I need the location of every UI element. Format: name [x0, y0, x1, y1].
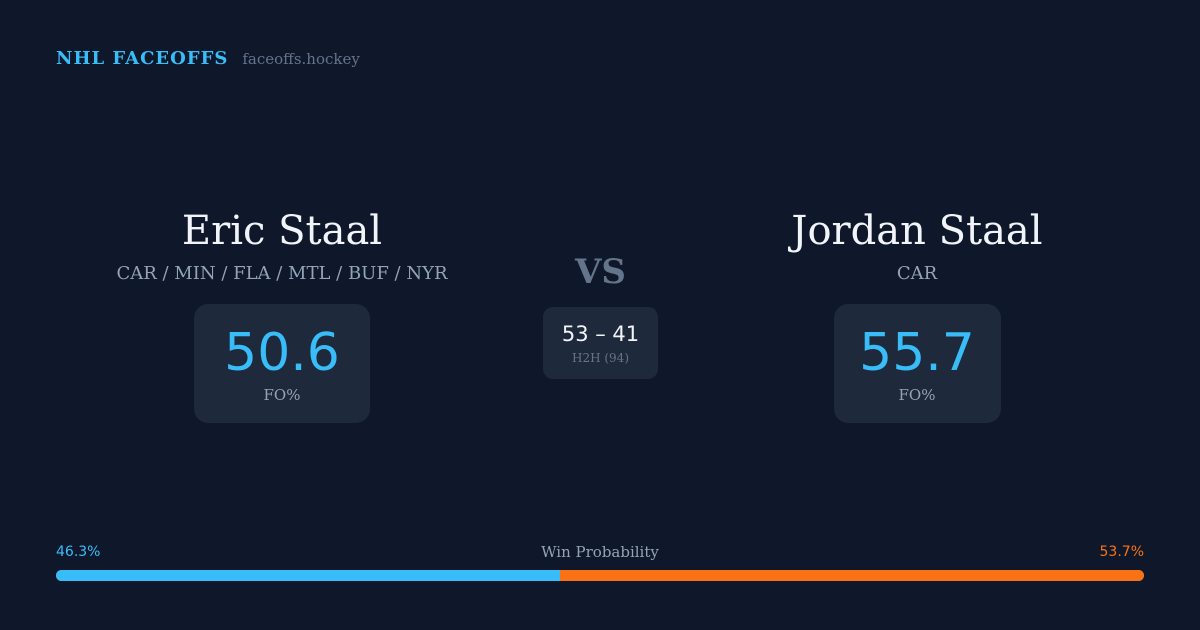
faceoff-stat-card-left: 50.6 FO%: [194, 304, 370, 423]
win-probability-right: 53.7%: [1099, 544, 1144, 560]
faceoff-percentage-right: 55.7: [859, 322, 975, 383]
player-teams-left: CAR / MIN / FLA / MTL / BUF / NYR: [116, 263, 448, 284]
faceoff-label-right: FO%: [898, 385, 936, 404]
win-probability-fill-right: [559, 570, 1144, 581]
vs-label: VS: [575, 252, 626, 292]
player-card-right: Jordan Staal CAR 55.7 FO%: [717, 206, 1117, 423]
win-probability-bar: [56, 570, 1144, 581]
win-probability-left: 46.3%: [56, 544, 101, 560]
head-to-head-label: H2H (94): [571, 351, 629, 365]
player-name-left: Eric Staal: [181, 208, 383, 254]
win-probability-title: Win Probability: [541, 543, 659, 561]
player-teams-right: CAR: [896, 263, 938, 284]
brand-header: NHL FACEOFFS faceoffs.hockey: [56, 48, 360, 69]
head-to-head-card: 53 – 41 H2H (94): [543, 307, 658, 379]
head-to-head-score: 53 – 41: [561, 322, 640, 346]
brand-url: faceoffs.hockey: [242, 50, 360, 68]
faceoff-label-left: FO%: [263, 385, 301, 404]
player-name-right: Jordan Staal: [791, 208, 1043, 254]
win-probability-labels: 46.3% Win Probability 53.7%: [56, 543, 1144, 561]
player-card-left: Eric Staal CAR / MIN / FLA / MTL / BUF /…: [82, 206, 482, 423]
faceoff-percentage-left: 50.6: [224, 322, 340, 383]
win-probability-fill-left: [56, 570, 560, 581]
faceoff-stat-card-right: 55.7 FO%: [833, 304, 1001, 423]
brand-name: NHL FACEOFFS: [56, 48, 229, 69]
